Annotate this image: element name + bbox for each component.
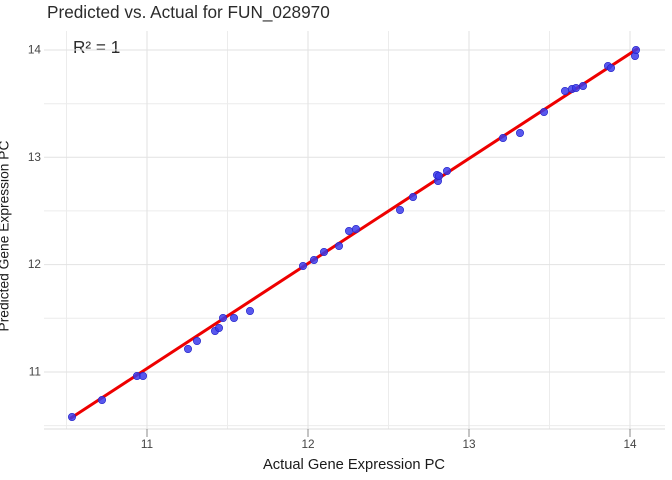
svg-text:13: 13 [28, 150, 42, 164]
svg-text:11: 11 [141, 437, 153, 451]
svg-text:12: 12 [28, 257, 41, 271]
svg-text:14: 14 [28, 43, 42, 57]
svg-text:14: 14 [623, 437, 637, 451]
svg-text:11: 11 [29, 365, 41, 379]
svg-text:13: 13 [462, 437, 476, 451]
svg-text:12: 12 [301, 437, 314, 451]
